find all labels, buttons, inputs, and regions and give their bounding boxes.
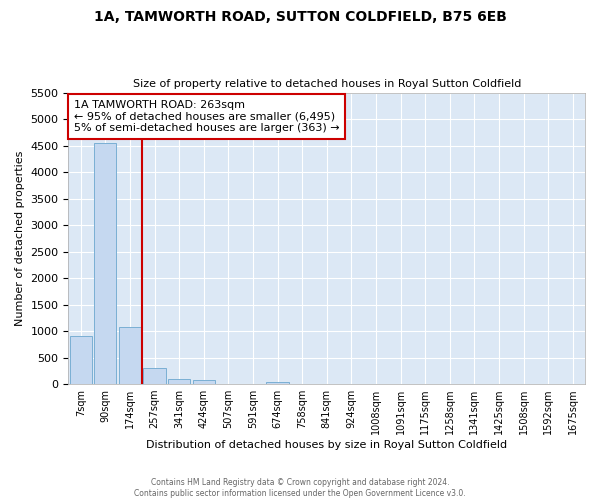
Title: Size of property relative to detached houses in Royal Sutton Coldfield: Size of property relative to detached ho… bbox=[133, 79, 521, 89]
Bar bbox=[119, 327, 141, 384]
Bar bbox=[193, 380, 215, 384]
Bar bbox=[70, 336, 92, 384]
Y-axis label: Number of detached properties: Number of detached properties bbox=[15, 150, 25, 326]
Text: 1A TAMWORTH ROAD: 263sqm
← 95% of detached houses are smaller (6,495)
5% of semi: 1A TAMWORTH ROAD: 263sqm ← 95% of detach… bbox=[74, 100, 339, 133]
Text: 1A, TAMWORTH ROAD, SUTTON COLDFIELD, B75 6EB: 1A, TAMWORTH ROAD, SUTTON COLDFIELD, B75… bbox=[94, 10, 506, 24]
X-axis label: Distribution of detached houses by size in Royal Sutton Coldfield: Distribution of detached houses by size … bbox=[146, 440, 507, 450]
Bar bbox=[168, 379, 190, 384]
Text: Contains HM Land Registry data © Crown copyright and database right 2024.
Contai: Contains HM Land Registry data © Crown c… bbox=[134, 478, 466, 498]
Bar bbox=[266, 382, 289, 384]
Bar bbox=[94, 143, 116, 384]
Bar bbox=[143, 368, 166, 384]
